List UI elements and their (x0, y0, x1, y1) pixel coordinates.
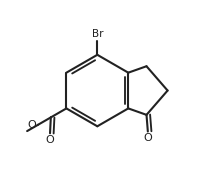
Text: O: O (28, 120, 37, 130)
Text: Br: Br (92, 30, 103, 39)
Text: O: O (46, 135, 54, 145)
Text: O: O (143, 133, 152, 143)
